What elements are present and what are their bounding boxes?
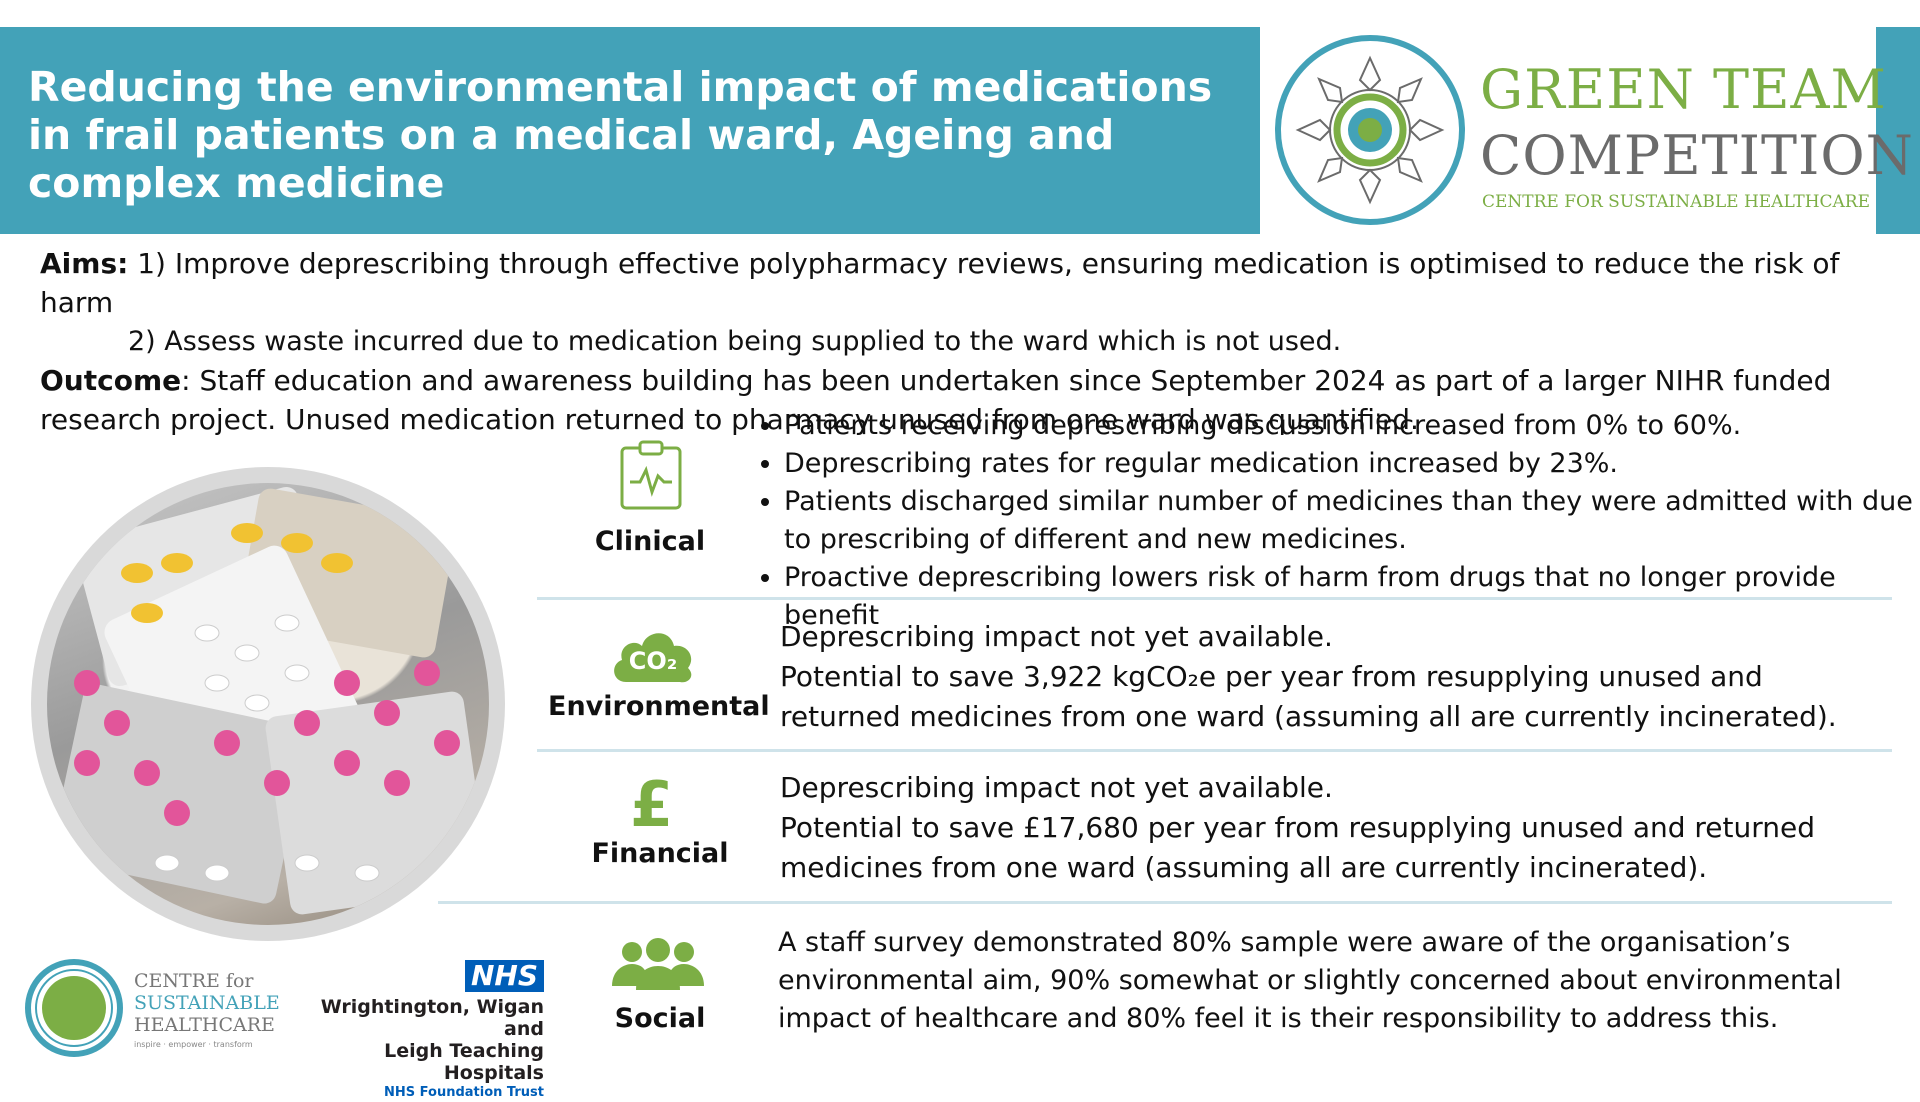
csh-tagline: inspire · empower · transform: [134, 1040, 253, 1049]
co2-icon-text: CO₂: [629, 647, 678, 675]
nhs-trust-line-3: NHS Foundation Trust: [384, 1085, 544, 1100]
csh-line-3: HEALTHCARE: [134, 1014, 275, 1036]
sunflower-logo-icon: [1275, 35, 1465, 225]
environmental-line-1: Deprescribing impact not yet available.: [780, 620, 1333, 653]
financial-text: Deprescribing impact not yet available. …: [780, 768, 1890, 888]
social-label: Social: [614, 1003, 706, 1034]
divider-environmental: [537, 749, 1892, 752]
aims-label: Aims:: [40, 247, 129, 280]
aim-1: Aims: 1) Improve deprescribing through e…: [40, 244, 1890, 322]
financial-label: Financial: [591, 838, 729, 869]
clipboard-heartbeat-icon: [620, 440, 682, 510]
csh-circle-icon: [25, 959, 123, 1057]
clinical-label: Clinical: [594, 526, 706, 557]
page-title: Reducing the environmental impact of med…: [28, 63, 1213, 207]
aim-1-text: 1) Improve deprescribing through effecti…: [40, 247, 1840, 319]
clinical-bullet: Patients receiving deprescribing discuss…: [784, 407, 1920, 445]
header-banner: Reducing the environmental impact of med…: [0, 27, 1260, 234]
people-group-icon: [612, 938, 704, 990]
aim-2: 2) Assess waste incurred due to medicati…: [128, 326, 1342, 357]
financial-line-1: Deprescribing impact not yet available.: [780, 771, 1333, 804]
environmental-text: Deprescribing impact not yet available. …: [780, 617, 1890, 737]
csh-logo: CENTRE for SUSTAINABLE HEALTHCARE inspir…: [24, 958, 284, 1063]
csh-line-2: SUSTAINABLE: [134, 992, 280, 1014]
environmental-line-2: Potential to save 3,922 kgCO₂e per year …: [780, 660, 1837, 733]
outcome-text: : Staff education and awareness building…: [40, 364, 1832, 436]
social-text: A staff survey demonstrated 80% sample w…: [778, 927, 1842, 1034]
nhs-trust-line-2: Leigh Teaching Hospitals: [384, 1040, 544, 1084]
logo-line-centre: CENTRE FOR SUSTAINABLE HEALTHCARE: [1482, 192, 1871, 212]
aims-section: Aims: 1) Improve deprescribing through e…: [40, 244, 1890, 439]
logo-line-green-team: GREEN TEAM: [1480, 58, 1887, 121]
outcome: Outcome: Staff education and awareness b…: [40, 361, 1890, 439]
co2-cloud-icon: CO₂: [614, 633, 692, 683]
clinical-bullet: Patients discharged similar number of me…: [784, 483, 1920, 559]
nhs-trust-line-1: Wrightington, Wigan and: [320, 996, 544, 1040]
outcome-label: Outcome: [40, 364, 182, 397]
medication-photo-image: [47, 483, 489, 925]
nhs-badge: NHS: [464, 960, 544, 992]
divider-financial: [438, 901, 1892, 904]
clinical-bullet: Proactive deprescribing lowers risk of h…: [784, 559, 1920, 635]
medication-photo: [31, 467, 505, 941]
clinical-bullets: Patients receiving deprescribing discuss…: [752, 407, 1920, 635]
pound-icon: £: [630, 768, 674, 841]
environmental-label: Environmental: [548, 691, 770, 722]
financial-line-2: Potential to save £17,680 per year from …: [780, 811, 1816, 884]
blister-packs-illustration: [50, 487, 489, 915]
logo-line-competition: COMPETITION: [1480, 124, 1914, 187]
header-right-strip: [1876, 27, 1920, 234]
green-team-logo: GREEN TEAM COMPETITION CENTRE FOR SUSTAI…: [1270, 30, 1913, 230]
clinical-bullet: Deprescribing rates for regular medicati…: [784, 445, 1920, 483]
nhs-logo: NHS Wrightington, Wigan and Leigh Teachi…: [292, 960, 544, 1100]
divider-clinical: [537, 597, 1892, 600]
csh-line-1: CENTRE for: [134, 970, 254, 992]
